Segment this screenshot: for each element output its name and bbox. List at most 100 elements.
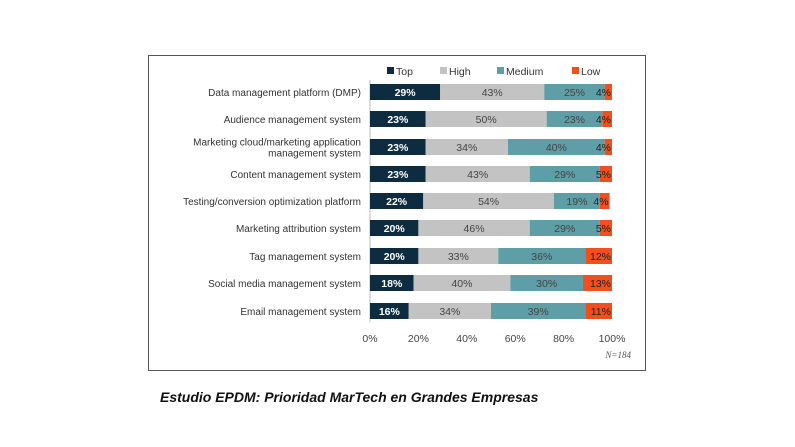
chart-frame [148, 55, 646, 371]
category-label: Testing/conversion optimization platform [183, 197, 361, 208]
bar-segment-medium [491, 303, 586, 319]
data-label-high: 54% [478, 196, 499, 208]
category-label: Tag management system [249, 252, 361, 263]
data-label-low: 11% [591, 306, 611, 318]
bar-segment-medium [544, 84, 605, 100]
bar-segment-high [425, 166, 530, 182]
bar-segment-medium [507, 139, 605, 155]
data-label-top: 23% [387, 169, 409, 181]
category-label: Marketing attribution system [236, 224, 361, 235]
data-label-high: 50% [476, 114, 497, 126]
legend-swatch-low [572, 67, 579, 74]
data-label-low: 4% [596, 114, 611, 126]
x-tick-label: 60% [505, 333, 526, 345]
bar-segment-high [418, 248, 499, 264]
data-label-low: 5% [596, 223, 611, 235]
bar-segment-top [370, 275, 414, 291]
data-label-medium: 40% [546, 142, 567, 154]
x-tick-label: 100% [599, 333, 626, 345]
bar-segment-top [370, 303, 409, 319]
category-label: Marketing cloud/marketing application [193, 138, 361, 149]
data-label-low: 4% [596, 87, 611, 99]
bar-segment-high [413, 275, 511, 291]
data-label-high: 33% [448, 251, 469, 263]
data-label-medium: 36% [531, 251, 552, 263]
bar-segment-top [370, 193, 424, 209]
data-label-top: 29% [395, 87, 417, 99]
x-tick-label: 40% [456, 333, 477, 345]
data-label-medium: 30% [536, 278, 557, 290]
legend-swatch-medium [497, 67, 504, 74]
data-label-low: 4% [596, 142, 611, 154]
category-label: Email management system [240, 307, 361, 318]
data-label-top: 16% [379, 306, 401, 318]
bar-segment-low [599, 166, 612, 182]
data-label-top: 20% [384, 223, 406, 235]
bar-segment-medium [529, 166, 600, 182]
data-label-high: 43% [482, 87, 503, 99]
bar-segment-top [370, 248, 419, 264]
bar-segment-low [604, 84, 612, 100]
data-label-medium: 25% [564, 87, 585, 99]
data-label-high: 46% [464, 223, 485, 235]
category-label: Content management system [230, 170, 361, 181]
bar-segment-top [370, 166, 426, 182]
legend-label-low: Low [581, 66, 601, 78]
bar-segment-low [582, 275, 612, 291]
category-label: Data management platform (DMP) [208, 88, 361, 99]
data-label-high: 34% [439, 306, 460, 318]
data-label-high: 43% [467, 169, 488, 181]
legend-label-high: High [449, 66, 471, 78]
legend-swatch-top [387, 67, 394, 74]
bar-segment-medium [546, 111, 603, 127]
data-label-medium: 39% [528, 306, 549, 318]
bar-segment-top [370, 111, 426, 127]
bar-segment-high [425, 139, 508, 155]
sample-size-note: N=184 [604, 350, 631, 360]
data-label-high: 34% [456, 142, 477, 154]
bar-segment-top [370, 139, 426, 155]
bar-segment-medium [553, 193, 600, 209]
x-tick-label: 20% [408, 333, 429, 345]
legend-swatch-high [440, 67, 447, 74]
data-label-low: 13% [590, 278, 611, 290]
bar-segment-low [602, 111, 612, 127]
category-label: management system [268, 149, 361, 160]
x-tick-label: 80% [553, 333, 574, 345]
data-label-medium: 23% [564, 114, 585, 126]
data-label-top: 23% [387, 114, 409, 126]
data-label-low: 4% [593, 196, 608, 208]
bar-segment-high [440, 84, 545, 100]
data-label-medium: 29% [554, 223, 575, 235]
data-label-high: 40% [451, 278, 472, 290]
caption: Estudio EPDM: Prioridad MarTech en Grand… [160, 389, 539, 405]
category-label: Audience management system [224, 115, 361, 126]
data-label-top: 23% [387, 142, 409, 154]
data-label-low: 5% [596, 169, 611, 181]
data-label-medium: 19% [566, 196, 587, 208]
bar-segment-high [423, 193, 554, 209]
bar-segment-low [585, 303, 612, 319]
legend-label-medium: Medium [506, 66, 544, 78]
bar-segment-high [418, 220, 530, 236]
legend-label-top: Top [396, 66, 413, 78]
bar-segment-low [599, 220, 612, 236]
bar-segment-low [604, 139, 612, 155]
data-label-top: 18% [381, 278, 403, 290]
data-label-low: 12% [590, 251, 611, 263]
data-label-top: 22% [386, 196, 408, 208]
bar-segment-low [599, 193, 610, 209]
bar-segment-top [370, 220, 419, 236]
x-tick-label: 0% [362, 333, 377, 345]
bar-segment-top [370, 84, 441, 100]
bar-segment-medium [498, 248, 586, 264]
bar-segment-low [585, 248, 612, 264]
bar-segment-high [408, 303, 491, 319]
bar-segment-medium [510, 275, 583, 291]
data-label-medium: 29% [554, 169, 575, 181]
bar-segment-high [425, 111, 547, 127]
bar-segment-medium [529, 220, 600, 236]
data-label-top: 20% [384, 251, 406, 263]
category-label: Social media management system [208, 279, 361, 290]
